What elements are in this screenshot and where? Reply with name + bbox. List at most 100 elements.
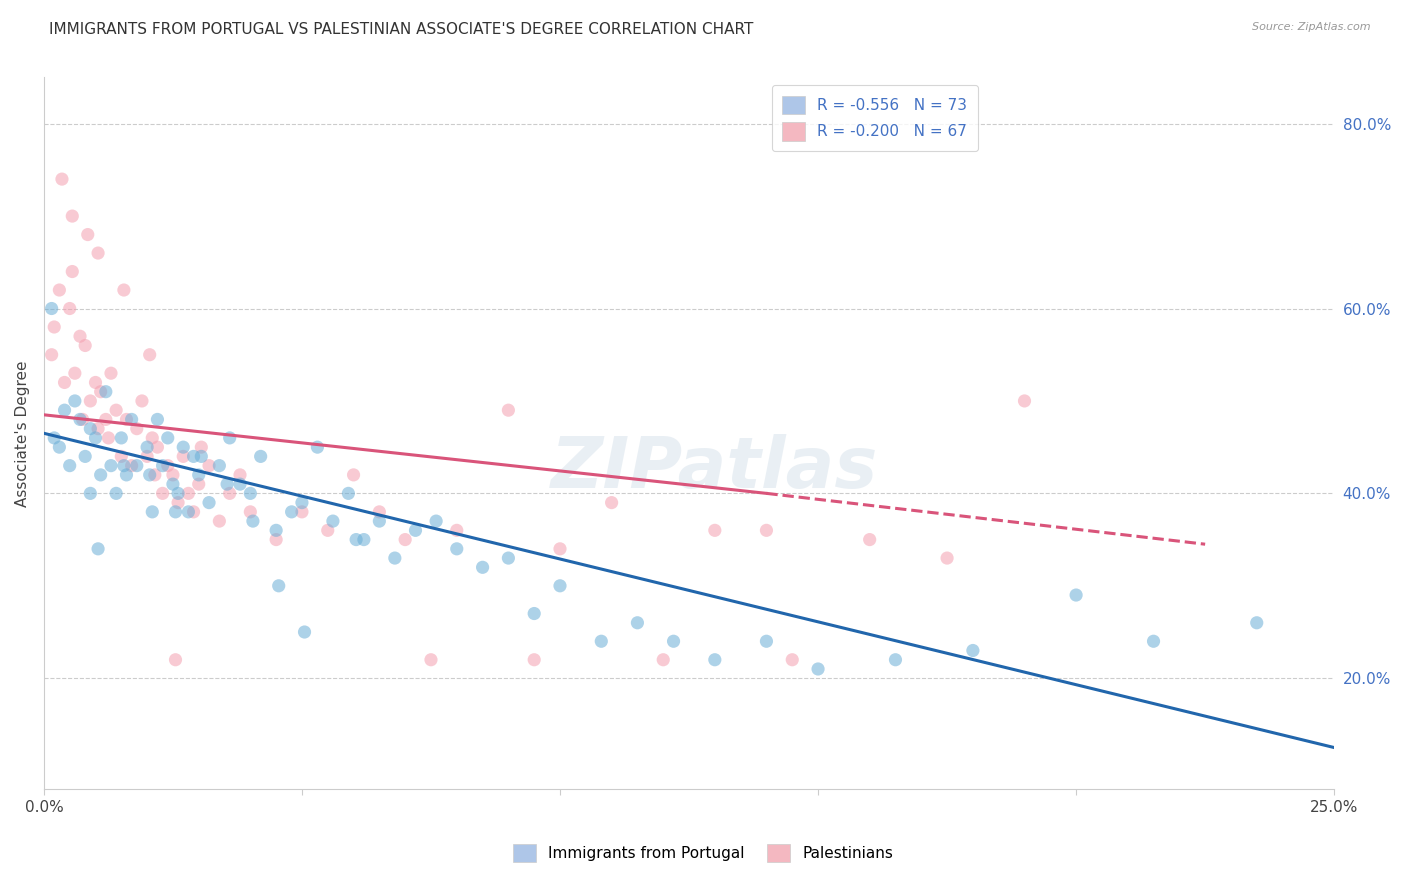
Point — [100, 458, 122, 473]
Point — [172, 440, 194, 454]
Point — [59, 458, 82, 473]
Point — [190, 440, 212, 454]
Point — [264, 524, 287, 538]
Point — [79, 486, 101, 500]
Point — [165, 505, 187, 519]
Point — [146, 440, 169, 454]
Point — [368, 505, 391, 519]
Point — [218, 486, 240, 500]
Point — [239, 486, 262, 500]
Point — [90, 467, 112, 482]
Point — [53, 403, 76, 417]
Point — [198, 458, 221, 473]
Text: Source: ZipAtlas.com: Source: ZipAtlas.com — [1253, 22, 1371, 32]
Point — [100, 366, 122, 380]
Point — [294, 625, 316, 640]
Point — [75, 338, 97, 352]
Point — [44, 320, 66, 334]
Point — [208, 458, 231, 473]
Point — [337, 486, 360, 500]
Point — [115, 467, 138, 482]
Point — [471, 560, 494, 574]
Point — [1014, 393, 1036, 408]
Point — [87, 541, 110, 556]
Point — [353, 533, 375, 547]
Point — [63, 366, 86, 380]
Point — [394, 533, 416, 547]
Point — [498, 551, 520, 566]
Point — [316, 524, 339, 538]
Point — [41, 301, 63, 316]
Point — [51, 172, 73, 186]
Point — [76, 227, 98, 242]
Point — [143, 467, 166, 482]
Point — [141, 505, 163, 519]
Legend: R = -0.556   N = 73, R = -0.200   N = 67: R = -0.556 N = 73, R = -0.200 N = 67 — [772, 85, 979, 152]
Point — [75, 450, 97, 464]
Point — [425, 514, 447, 528]
Y-axis label: Associate's Degree: Associate's Degree — [15, 360, 30, 507]
Point — [90, 384, 112, 399]
Point — [600, 495, 623, 509]
Point — [87, 246, 110, 260]
Point — [177, 505, 200, 519]
Point — [291, 505, 314, 519]
Point — [84, 431, 107, 445]
Point — [662, 634, 685, 648]
Point — [1142, 634, 1164, 648]
Point — [183, 505, 205, 519]
Point — [138, 467, 160, 482]
Point — [165, 653, 187, 667]
Point — [97, 431, 120, 445]
Point — [79, 422, 101, 436]
Point — [60, 264, 83, 278]
Point — [183, 450, 205, 464]
Point — [131, 393, 153, 408]
Point — [936, 551, 959, 566]
Point — [267, 579, 290, 593]
Point — [79, 393, 101, 408]
Point — [48, 440, 70, 454]
Point — [146, 412, 169, 426]
Point — [41, 348, 63, 362]
Point — [652, 653, 675, 667]
Point — [291, 495, 314, 509]
Point — [94, 412, 117, 426]
Point — [48, 283, 70, 297]
Legend: Immigrants from Portugal, Palestinians: Immigrants from Portugal, Palestinians — [506, 838, 900, 868]
Point — [105, 486, 128, 500]
Point — [59, 301, 82, 316]
Point — [342, 467, 364, 482]
Point — [112, 458, 135, 473]
Point — [152, 458, 174, 473]
Point — [44, 431, 66, 445]
Point — [167, 486, 190, 500]
Point — [87, 422, 110, 436]
Point — [239, 505, 262, 519]
Point — [420, 653, 443, 667]
Point — [523, 607, 546, 621]
Point — [121, 412, 143, 426]
Point — [115, 412, 138, 426]
Point — [156, 458, 179, 473]
Point — [69, 412, 91, 426]
Point — [72, 412, 94, 426]
Point — [884, 653, 907, 667]
Point — [218, 431, 240, 445]
Point — [626, 615, 648, 630]
Point — [229, 467, 252, 482]
Point — [1064, 588, 1087, 602]
Point — [69, 329, 91, 343]
Point — [405, 524, 427, 538]
Point — [125, 458, 148, 473]
Point — [249, 450, 271, 464]
Point — [591, 634, 613, 648]
Point — [217, 477, 239, 491]
Point — [703, 524, 725, 538]
Text: ZIPatlas: ZIPatlas — [551, 434, 879, 503]
Point — [229, 477, 252, 491]
Point — [322, 514, 344, 528]
Point — [136, 450, 159, 464]
Point — [498, 403, 520, 417]
Point — [962, 643, 984, 657]
